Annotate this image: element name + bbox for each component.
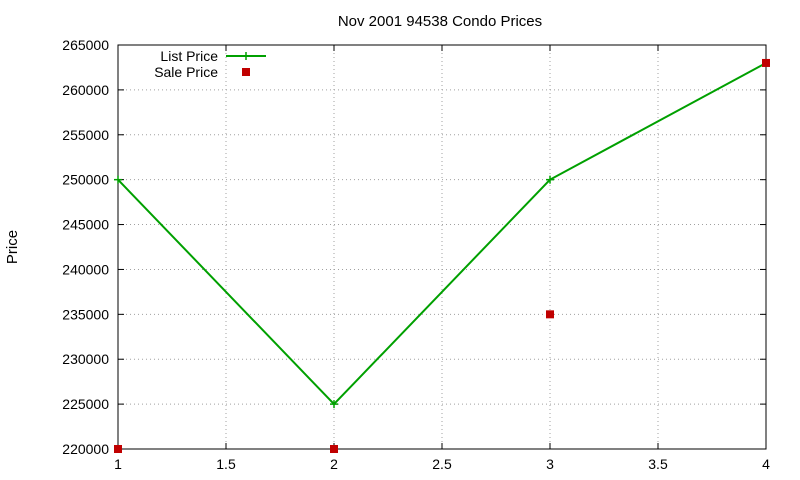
series-layer bbox=[114, 58, 770, 453]
y-tick-label: 260000 bbox=[62, 82, 109, 98]
x-tick-label: 2 bbox=[330, 456, 338, 472]
y-tick-label: 245000 bbox=[62, 217, 109, 233]
y-tick-label: 240000 bbox=[62, 261, 109, 277]
x-tick-label: 2.5 bbox=[432, 456, 452, 472]
sale-price-point bbox=[114, 445, 122, 453]
y-tick-label: 265000 bbox=[62, 37, 109, 53]
x-tick-label: 1.5 bbox=[216, 456, 236, 472]
legend-label: Sale Price bbox=[154, 64, 218, 80]
y-tick-label: 235000 bbox=[62, 306, 109, 322]
y-axis-label: Price bbox=[4, 230, 21, 264]
series-sale-price bbox=[114, 58, 770, 453]
grid bbox=[118, 45, 766, 449]
legend-point-swatch bbox=[242, 52, 250, 60]
legend-point-swatch bbox=[242, 68, 250, 76]
y-tick-label: 255000 bbox=[62, 127, 109, 143]
axis-ticks: 1 1.5 2 2.5 3 3.5 4 220000 225000 230000 235000 240… bbox=[62, 37, 770, 472]
y-tick-label: 220000 bbox=[62, 441, 109, 457]
x-tick-label: 4 bbox=[762, 456, 770, 472]
sale-price-point bbox=[330, 445, 338, 453]
list-price-point bbox=[546, 175, 554, 184]
legend-label: List Price bbox=[160, 48, 218, 64]
x-tick-label: 1 bbox=[114, 456, 122, 472]
x-tick-label: 3.5 bbox=[648, 456, 668, 472]
y-tick-label: 225000 bbox=[62, 396, 109, 412]
list-price-line bbox=[117, 62, 767, 406]
sale-price-point bbox=[546, 310, 554, 319]
list-price-point bbox=[114, 175, 122, 184]
chart-title: Nov 2001 94538 Condo Prices bbox=[338, 13, 542, 30]
y-tick-label: 230000 bbox=[62, 351, 109, 367]
sale-price-point bbox=[762, 58, 770, 67]
x-tick-label: 3 bbox=[546, 456, 554, 472]
y-tick-label: 250000 bbox=[62, 172, 109, 188]
list-price-point bbox=[330, 400, 338, 409]
